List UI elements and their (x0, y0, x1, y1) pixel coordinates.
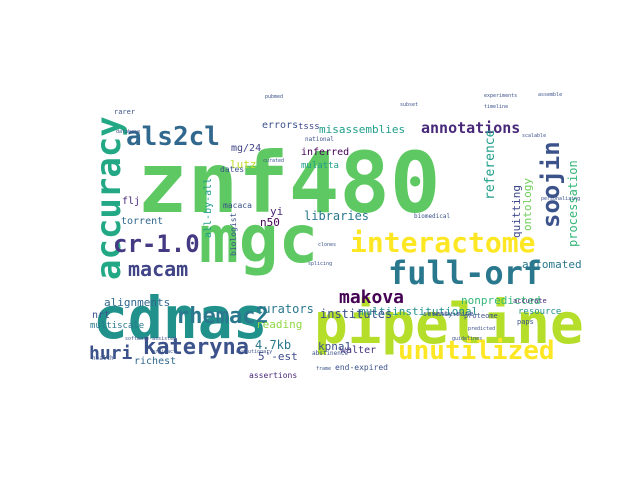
word-34: all-by-all (203, 178, 214, 238)
word-61: abstinence (312, 350, 349, 357)
word-40: institutes (320, 307, 392, 321)
word-1: znf480 (137, 134, 440, 232)
word-14: rhemac2 (176, 304, 269, 329)
word-5: full-orf (388, 254, 542, 292)
word-57: accurate (513, 297, 547, 305)
word-28: tsss (298, 122, 320, 132)
word-32: mulatta (301, 161, 339, 171)
word-23: processation (566, 160, 580, 247)
word-50: assertions (249, 371, 297, 380)
word-68: subset (400, 102, 418, 108)
word-72: experiments (484, 93, 517, 99)
word-48: kpna1 (318, 340, 351, 353)
word-62: guidelines (452, 336, 482, 342)
word-63: frame (316, 366, 331, 372)
word-47: richest (134, 356, 176, 367)
word-39: alignments (104, 296, 170, 309)
word-38: libraries (304, 209, 369, 223)
word-18: misassemblies (319, 123, 405, 136)
word-24: automated (522, 258, 582, 271)
word-2: mgc (199, 201, 318, 278)
word-30: lutz (230, 158, 257, 171)
word-67: curated (263, 158, 284, 164)
word-22: ontology (521, 178, 534, 231)
word-58: paps (517, 318, 534, 326)
word-43: curators (256, 302, 314, 316)
word-44: reading (256, 318, 302, 331)
word-12: soojin (537, 141, 565, 228)
word-64: clones (318, 242, 336, 248)
word-7: unutilized (398, 336, 555, 366)
word-56: proteome (464, 312, 498, 320)
word-21: quitting (510, 185, 523, 238)
word-49: walter (340, 345, 376, 356)
word-35: torrent (121, 216, 163, 227)
word-3: cdnas (93, 284, 268, 352)
word-60: health (92, 355, 114, 362)
word-59: rarer (114, 108, 135, 116)
word-65: national (305, 136, 334, 143)
word-37: yi (270, 205, 283, 218)
word-69: splicing (308, 261, 332, 267)
word-19: multiinstitutional (359, 305, 478, 318)
word-33: flj (122, 196, 140, 207)
word-74: software-assisted (125, 336, 176, 342)
word-71: biomedical (414, 213, 451, 220)
word-10: cr-1.0 (113, 230, 200, 258)
word-66: pubmed (265, 94, 283, 100)
word-54: biologist (229, 212, 238, 256)
word-73: predicted (468, 326, 495, 332)
word-55: seventy-nine (423, 310, 474, 318)
word-13: kateryna (143, 335, 249, 360)
word-42: multiscale (90, 321, 144, 331)
word-75: timeline (484, 104, 508, 110)
word-46: 5'-est (258, 350, 298, 363)
word-26: resource (518, 307, 561, 317)
word-41: nrt (92, 310, 110, 321)
word-15: huri (89, 343, 133, 364)
word-77: personalizing (541, 196, 580, 202)
word-6: interactome (350, 226, 535, 259)
word-25: nonpredicted (461, 294, 540, 307)
word-31: inferred (301, 147, 349, 158)
word-76: database (116, 129, 140, 135)
word-79: scalable (522, 133, 546, 139)
word-9: als2cl (126, 122, 220, 152)
word-4: pipeline (314, 292, 584, 357)
word-45: 4.7kb (255, 338, 291, 352)
word-51: end-expired (335, 363, 388, 372)
word-8: accuracy (89, 116, 129, 280)
word-53: dates (220, 165, 244, 174)
word-16: makova (339, 287, 404, 308)
word-81: evolutionary (236, 349, 272, 355)
word-80: artifact (152, 349, 176, 355)
word-78: assemble (538, 92, 562, 98)
cloud-background (80, 98, 576, 346)
word-20: reference (483, 129, 498, 200)
word-27: errors (262, 120, 298, 131)
word-36: n50 (260, 216, 280, 229)
word-70: collection (432, 312, 462, 318)
word-17: annotations (421, 119, 520, 137)
word-29: mg/24 (231, 143, 261, 154)
word-52: macaca (223, 201, 252, 210)
word-11: macam (128, 257, 188, 281)
